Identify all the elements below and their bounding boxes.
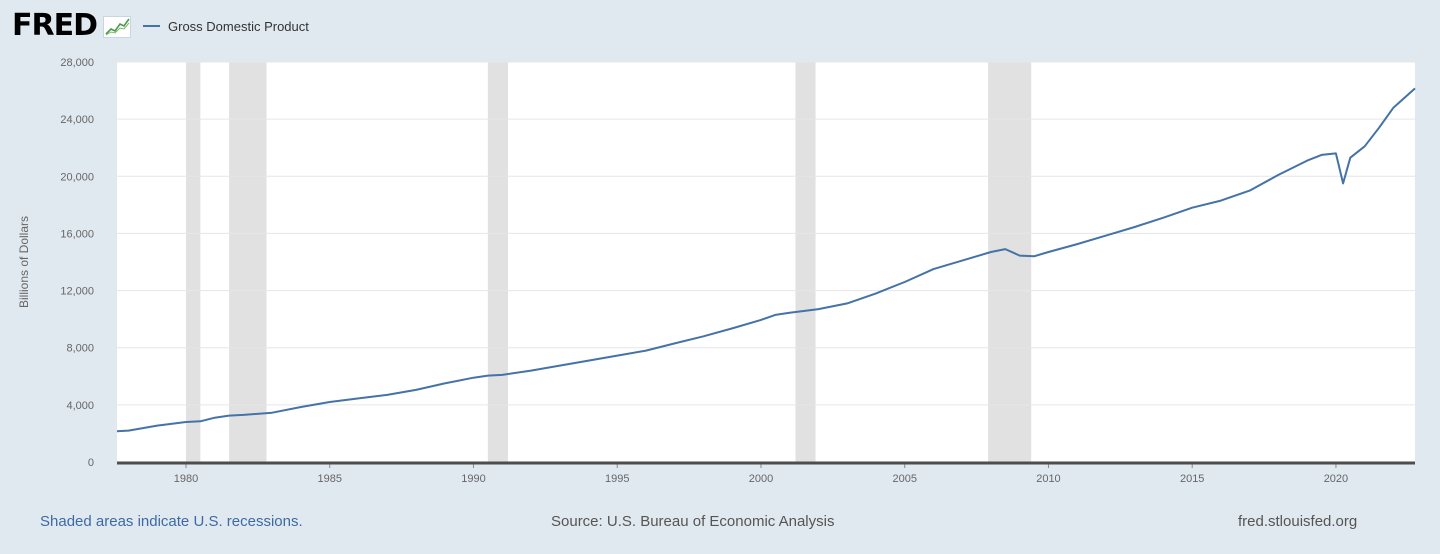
gdp-series-line[interactable] <box>116 87 1416 433</box>
x-tick-label: 1995 <box>605 473 629 485</box>
x-tick-label: 2000 <box>749 473 773 485</box>
x-tick-label: 1985 <box>317 473 341 485</box>
site-link[interactable]: fred.stlouisfed.org <box>1238 513 1358 530</box>
x-tick-label: 2010 <box>1036 473 1060 485</box>
recession-band <box>229 62 267 462</box>
x-tick-label: 2020 <box>1324 473 1348 485</box>
y-tick-label: 28,000 <box>60 57 94 69</box>
fred-logo[interactable]: FRED <box>12 8 98 43</box>
y-tick-label: 0 <box>88 457 94 469</box>
y-tick-label: 20,000 <box>60 171 94 183</box>
x-tick-label: 2015 <box>1180 473 1204 485</box>
y-tick-label: 12,000 <box>60 286 94 298</box>
recession-note: Shaded areas indicate U.S. recessions. <box>40 513 303 530</box>
source-note: Source: U.S. Bureau of Economic Analysis <box>551 513 835 530</box>
legend-swatch <box>143 25 160 27</box>
legend[interactable]: Gross Domestic Product <box>143 19 309 34</box>
x-tick-label: 1990 <box>461 473 485 485</box>
y-tick-label: 4,000 <box>66 400 94 412</box>
chart-header: FRED Gross Domestic Product <box>12 8 309 44</box>
recession-band <box>185 62 201 462</box>
recession-band <box>487 62 508 462</box>
y-tick-label: 16,000 <box>60 228 94 240</box>
recession-band <box>988 62 1032 462</box>
x-tick-label: 1980 <box>174 473 198 485</box>
y-tick-label: 8,000 <box>66 343 94 355</box>
x-tick-label: 2005 <box>892 473 916 485</box>
gdp-chart[interactable]: 0 4,000 8,000 12,000 16,000 20,000 24,000 28,00… <box>0 0 1440 500</box>
plot-area <box>117 62 1415 462</box>
y-axis-label: Billions of Dollars <box>17 216 31 308</box>
fred-logo-chart-icon <box>103 16 131 38</box>
recession-band <box>795 62 816 462</box>
legend-series-label: Gross Domestic Product <box>168 18 309 34</box>
y-tick-label: 24,000 <box>60 114 94 126</box>
